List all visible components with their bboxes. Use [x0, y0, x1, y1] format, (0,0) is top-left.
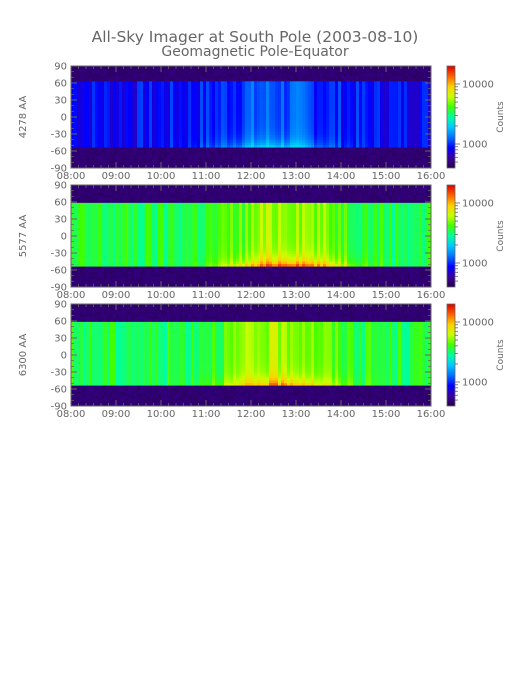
x-tick-label: 09:00 [102, 409, 131, 420]
y-tick-label: 30 [54, 96, 67, 107]
x-tick-label: 14:00 [327, 171, 356, 182]
x-tick-label: 15:00 [372, 290, 401, 301]
y-tick-label: -30 [51, 130, 67, 141]
y-tick-label: 60 [54, 79, 67, 90]
x-tick-label: 14:00 [327, 290, 356, 301]
x-tick-label: 11:00 [192, 409, 221, 420]
x-tick-label: 08:00 [57, 171, 86, 182]
y-axis-label: 6300 AA [18, 334, 29, 377]
x-tick-label: 11:00 [192, 171, 221, 182]
x-tick-label: 15:00 [372, 409, 401, 420]
x-tick-label: 16:00 [417, 409, 446, 420]
y-tick-label: -60 [51, 385, 67, 396]
y-tick-label: 90 [54, 181, 67, 192]
colorbar [446, 184, 456, 288]
colorbar-tick-label: 10000 [462, 199, 494, 210]
heatmap [71, 66, 431, 168]
x-tick-label: 13:00 [282, 290, 311, 301]
x-tick-label: 09:00 [102, 171, 131, 182]
y-tick-label: 0 [61, 232, 67, 243]
y-tick-label: -90 [51, 402, 67, 413]
x-tick-label: 09:00 [102, 290, 131, 301]
y-tick-label: -90 [51, 164, 67, 175]
y-tick-label: -60 [51, 266, 67, 277]
x-tick-label: 16:00 [417, 290, 446, 301]
x-tick-label: 12:00 [237, 409, 266, 420]
colorbar-label: Counts [496, 101, 506, 133]
x-tick-label: 08:00 [57, 290, 86, 301]
x-tick-label: 16:00 [417, 171, 446, 182]
figure-subtitle: Geomagnetic Pole-Equator [161, 44, 348, 60]
colorbar-label: Counts [496, 339, 506, 371]
y-tick-label: 30 [54, 334, 67, 345]
y-tick-label: 30 [54, 215, 67, 226]
y-tick-label: 0 [61, 113, 67, 124]
x-tick-label: 11:00 [192, 290, 221, 301]
y-tick-label: 90 [54, 62, 67, 73]
figure-title: All-Sky Imager at South Pole (2003-08-10… [92, 28, 419, 46]
y-tick-label: -30 [51, 249, 67, 260]
x-tick-label: 13:00 [282, 409, 311, 420]
x-tick-label: 10:00 [147, 409, 176, 420]
y-tick-label: 60 [54, 317, 67, 328]
x-tick-label: 12:00 [237, 171, 266, 182]
y-tick-label: 90 [54, 300, 67, 311]
y-axis-label: 4278 AA [18, 96, 29, 139]
colorbar-tick-label: 10000 [462, 80, 494, 91]
heatmap [71, 185, 431, 287]
x-tick-label: 10:00 [147, 171, 176, 182]
colorbar-tick-label: 1000 [462, 140, 487, 151]
x-tick-label: 10:00 [147, 290, 176, 301]
x-tick-label: 13:00 [282, 171, 311, 182]
colorbar [446, 65, 456, 169]
y-tick-label: -90 [51, 283, 67, 294]
colorbar-tick-label: 1000 [462, 378, 487, 389]
heatmap [71, 304, 431, 406]
colorbar-tick-label: 10000 [462, 318, 494, 329]
colorbar-label: Counts [496, 220, 506, 252]
x-tick-label: 15:00 [372, 171, 401, 182]
x-tick-label: 08:00 [57, 409, 86, 420]
y-tick-label: 0 [61, 351, 67, 362]
colorbar-tick-label: 1000 [462, 259, 487, 270]
x-tick-label: 14:00 [327, 409, 356, 420]
y-tick-label: -60 [51, 147, 67, 158]
colorbar [446, 303, 456, 407]
y-tick-label: 60 [54, 198, 67, 209]
y-axis-label: 5577 AA [18, 215, 29, 258]
y-tick-label: -30 [51, 368, 67, 379]
x-tick-label: 12:00 [237, 290, 266, 301]
